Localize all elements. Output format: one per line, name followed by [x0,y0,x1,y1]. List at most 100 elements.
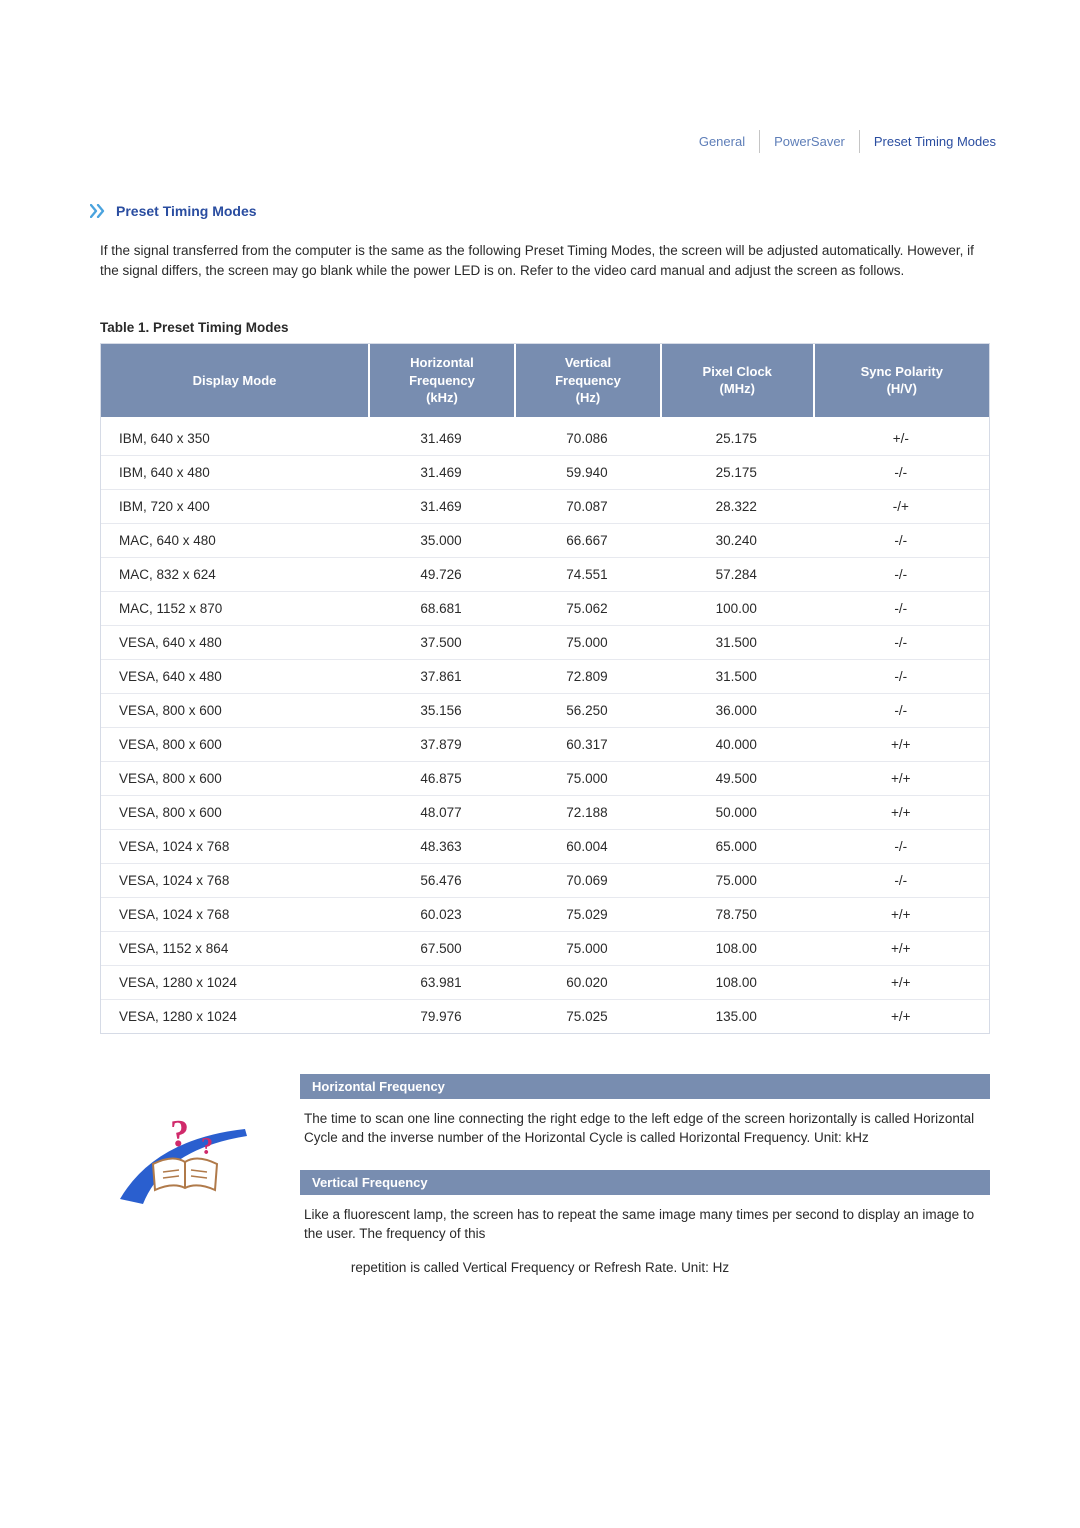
col-display-mode: Display Mode [101,344,368,417]
cell-value: 75.000 [660,863,813,897]
cell-value: 70.086 [514,417,660,455]
table-row: VESA, 1280 x 102479.97675.025135.00+/+ [101,999,989,1033]
cell-value: 74.551 [514,557,660,591]
cell-value: 60.004 [514,829,660,863]
cell-value: 135.00 [660,999,813,1033]
cell-display-mode: VESA, 1024 x 768 [101,863,368,897]
table-row: VESA, 800 x 60037.87960.31740.000+/+ [101,727,989,761]
cell-value: 36.000 [660,693,813,727]
cell-display-mode: VESA, 640 x 480 [101,625,368,659]
cell-value: 48.077 [368,795,514,829]
cell-value: -/- [813,455,989,489]
table-row: VESA, 640 x 48037.86172.80931.500-/- [101,659,989,693]
cell-display-mode: IBM, 640 x 480 [101,455,368,489]
cell-value: 63.981 [368,965,514,999]
cell-display-mode: VESA, 640 x 480 [101,659,368,693]
preset-timing-table: Display Mode Horizontal Frequency (kHz) … [100,343,990,1034]
cell-value: 75.000 [514,761,660,795]
cell-value: -/- [813,625,989,659]
cell-display-mode: VESA, 800 x 600 [101,761,368,795]
table-row: MAC, 1152 x 87068.68175.062100.00-/- [101,591,989,625]
cell-value: 75.062 [514,591,660,625]
cell-value: -/- [813,591,989,625]
cell-value: 108.00 [660,931,813,965]
cell-value: 108.00 [660,965,813,999]
cell-value: 59.940 [514,455,660,489]
cell-value: 28.322 [660,489,813,523]
cell-value: 31.500 [660,625,813,659]
cell-display-mode: MAC, 832 x 624 [101,557,368,591]
table-row: VESA, 800 x 60035.15656.25036.000-/- [101,693,989,727]
cell-display-mode: VESA, 1280 x 1024 [101,965,368,999]
def-vertical-text: Like a fluorescent lamp, the screen has … [300,1205,990,1244]
table-row: VESA, 800 x 60046.87575.00049.500+/+ [101,761,989,795]
cell-value: 31.469 [368,417,514,455]
table-row: IBM, 720 x 40031.46970.08728.322-/+ [101,489,989,523]
table-row: VESA, 1024 x 76848.36360.00465.000-/- [101,829,989,863]
cell-display-mode: IBM, 640 x 350 [101,417,368,455]
cell-value: 49.500 [660,761,813,795]
cell-value: +/+ [813,931,989,965]
cell-value: 75.025 [514,999,660,1033]
cell-value: +/+ [813,897,989,931]
cell-display-mode: VESA, 1024 x 768 [101,829,368,863]
cell-value: 79.976 [368,999,514,1033]
section-title: Preset Timing Modes [116,203,257,219]
nav-tabs: General PowerSaver Preset Timing Modes [70,130,1010,153]
cell-value: 46.875 [368,761,514,795]
cell-value: 31.500 [660,659,813,693]
table-row: VESA, 1024 x 76856.47670.06975.000-/- [101,863,989,897]
cell-value: -/- [813,829,989,863]
cell-value: 65.000 [660,829,813,863]
table-row: VESA, 1152 x 86467.50075.000108.00+/+ [101,931,989,965]
cell-display-mode: VESA, 1024 x 768 [101,897,368,931]
table-caption: Table 1. Preset Timing Modes [100,320,1010,335]
cell-value: 70.087 [514,489,660,523]
cell-display-mode: VESA, 800 x 600 [101,693,368,727]
cell-value: 25.175 [660,455,813,489]
intro-paragraph: If the signal transferred from the compu… [100,241,990,280]
cell-value: 48.363 [368,829,514,863]
def-horizontal-title: Horizontal Frequency [300,1074,990,1099]
definitions-block: ? ? Horizontal Frequency The time to sca… [100,1074,990,1250]
glossary-icon: ? ? [100,1074,270,1217]
cell-value: 70.069 [514,863,660,897]
svg-text:?: ? [201,1134,213,1160]
cell-value: 60.020 [514,965,660,999]
cell-value: 56.476 [368,863,514,897]
table-row: MAC, 640 x 48035.00066.66730.240-/- [101,523,989,557]
tab-powersaver[interactable]: PowerSaver [759,130,859,153]
cell-value: 35.000 [368,523,514,557]
table-row: IBM, 640 x 48031.46959.94025.175-/- [101,455,989,489]
cell-value: 31.469 [368,455,514,489]
cell-display-mode: MAC, 640 x 480 [101,523,368,557]
svg-text:?: ? [170,1113,189,1155]
tab-preset-timing-modes[interactable]: Preset Timing Modes [859,130,1010,153]
cell-value: +/+ [813,795,989,829]
cell-value: 40.000 [660,727,813,761]
cell-value: 35.156 [368,693,514,727]
col-vertical-freq: Vertical Frequency (Hz) [514,344,660,417]
tab-general[interactable]: General [685,130,759,153]
cell-value: 57.284 [660,557,813,591]
cell-value: 100.00 [660,591,813,625]
col-pixel-clock: Pixel Clock (MHz) [660,344,813,417]
cell-value: +/+ [813,761,989,795]
col-sync-polarity: Sync Polarity (H/V) [813,344,989,417]
cell-value: -/- [813,557,989,591]
table-row: VESA, 1024 x 76860.02375.02978.750+/+ [101,897,989,931]
cell-value: 78.750 [660,897,813,931]
def-vertical-title: Vertical Frequency [300,1170,990,1195]
cell-value: +/- [813,417,989,455]
cell-value: 72.809 [514,659,660,693]
col-horizontal-freq: Horizontal Frequency (kHz) [368,344,514,417]
cell-value: 37.861 [368,659,514,693]
cell-value: 49.726 [368,557,514,591]
cell-value: -/- [813,659,989,693]
cell-display-mode: VESA, 1280 x 1024 [101,999,368,1033]
cell-value: 37.500 [368,625,514,659]
cell-value: 75.029 [514,897,660,931]
cell-value: 75.000 [514,931,660,965]
cell-value: 68.681 [368,591,514,625]
cell-display-mode: VESA, 800 x 600 [101,727,368,761]
